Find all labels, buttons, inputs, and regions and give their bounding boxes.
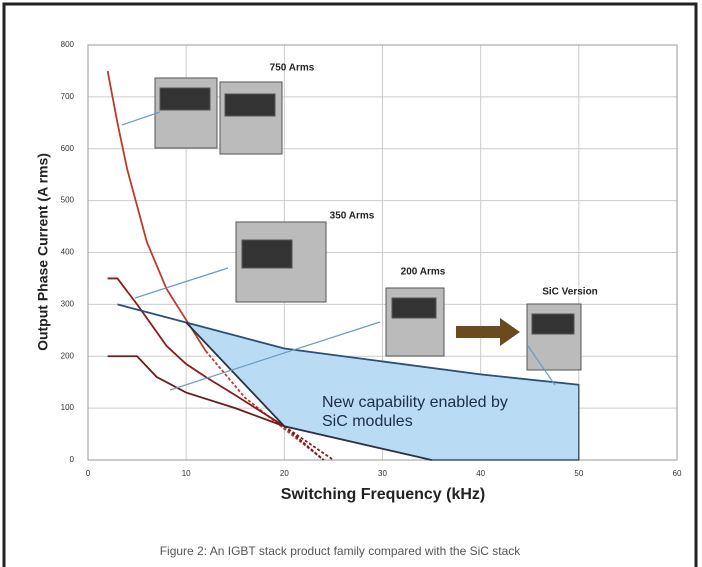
x-tick-label: 30	[378, 469, 387, 478]
product-image	[160, 88, 210, 110]
product-image	[392, 298, 436, 318]
series-label: 200 Arms	[401, 267, 446, 278]
chart: 01020304050600100200300400500600700800 F…	[0, 0, 702, 567]
product-image	[532, 314, 574, 334]
y-tick-label: 700	[61, 92, 75, 101]
x-tick-label: 10	[182, 469, 191, 478]
x-tick-label: 50	[574, 469, 583, 478]
series-label: SiC Version	[542, 287, 598, 298]
product-image	[225, 94, 275, 116]
series-label: 750 Arms	[270, 63, 315, 74]
y-tick-label: 800	[61, 40, 75, 49]
y-tick-label: 500	[61, 196, 75, 205]
y-tick-label: 300	[61, 299, 75, 308]
annotation: New capability enabled by	[322, 394, 508, 411]
y-axis-label: Output Phase Current (A rms)	[35, 153, 51, 351]
annotation: SiC modules	[322, 413, 413, 430]
x-tick-label: 0	[86, 469, 91, 478]
y-tick-label: 0	[70, 455, 75, 464]
y-tick-label: 200	[61, 351, 75, 360]
product-image	[242, 240, 292, 268]
series-label: 350 Arms	[330, 211, 375, 222]
frame	[4, 4, 696, 567]
y-tick-label: 400	[61, 248, 75, 257]
x-tick-label: 60	[673, 469, 682, 478]
y-tick-label: 600	[61, 144, 75, 153]
x-axis-label: Switching Frequency (kHz)	[281, 486, 485, 503]
product-image	[220, 82, 282, 154]
y-tick-label: 100	[61, 403, 75, 412]
caption: Figure 2: An IGBT stack product family c…	[160, 544, 522, 558]
x-tick-label: 40	[476, 469, 485, 478]
x-tick-label: 20	[280, 469, 289, 478]
